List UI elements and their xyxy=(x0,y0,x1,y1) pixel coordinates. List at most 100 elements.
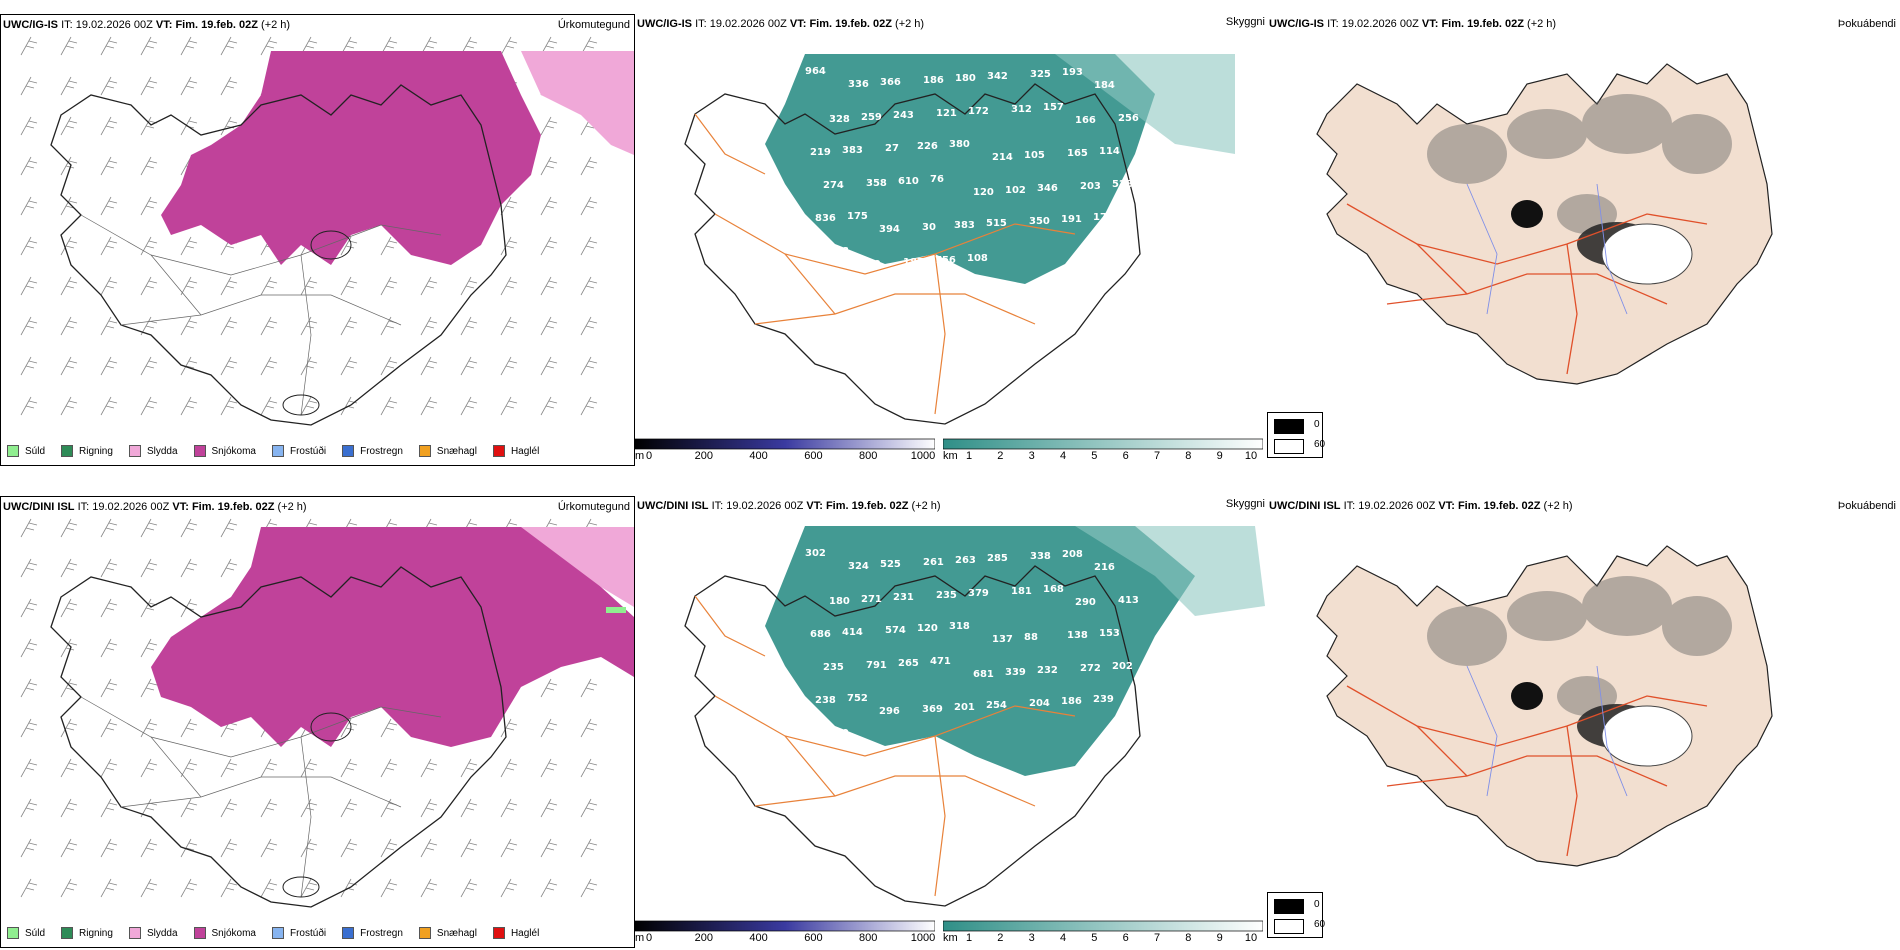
lead-time: (+2 h) xyxy=(895,18,925,30)
it-label: IT: xyxy=(1343,500,1356,512)
wind-barb xyxy=(20,116,38,136)
model-name: UWC/IG-IS xyxy=(3,19,58,31)
ceiling-label: 383 xyxy=(842,145,863,156)
legend-swatch xyxy=(7,927,19,939)
scale-tick: 7 xyxy=(1153,450,1161,462)
wind-barb xyxy=(300,758,318,778)
scale-tick: 200 xyxy=(694,932,713,944)
scale-tick: 6 xyxy=(1122,932,1129,944)
precip-map xyxy=(20,36,634,426)
ceiling-label: 394 xyxy=(879,224,900,235)
legend-swatch xyxy=(418,927,431,939)
fog-core xyxy=(1511,200,1543,228)
legend-swatch xyxy=(492,445,505,457)
wind-barb xyxy=(100,316,118,336)
wind-barb xyxy=(100,878,118,898)
ceiling-label: 179 xyxy=(1093,212,1114,223)
cloud-area-light xyxy=(1075,526,1265,616)
legend-label: Rigning xyxy=(79,445,113,457)
wind-barb xyxy=(20,798,38,818)
ceiling-label: 102 xyxy=(1005,185,1026,196)
ceiling-label: 226 xyxy=(917,141,938,152)
ceiling-label: 358 xyxy=(866,178,887,189)
ceiling-label: 239 xyxy=(1093,694,1114,705)
wind-barb xyxy=(580,878,598,898)
ceiling-label: 296 xyxy=(879,706,900,717)
ceiling-label: 157 xyxy=(1043,102,1064,113)
wind-barb xyxy=(420,798,438,818)
wind-barb xyxy=(420,316,438,336)
wind-barb xyxy=(220,558,238,578)
vt-value: Fim. 19.feb. 02Z xyxy=(809,18,892,30)
ceiling-label: 346 xyxy=(1037,183,1058,194)
ceiling-label: 186 xyxy=(1061,696,1082,707)
it-label: IT: xyxy=(695,18,707,30)
legend-label: Haglél xyxy=(510,927,540,939)
fog-swatch-low xyxy=(1274,919,1304,934)
legend-item: Frostregn xyxy=(342,927,403,939)
ceiling-label: 232 xyxy=(1037,665,1058,676)
precip-map xyxy=(20,518,634,908)
wind-barb xyxy=(60,718,78,738)
legend-item: Slydda xyxy=(128,445,178,457)
wind-barb xyxy=(340,838,358,858)
iceland-coastline xyxy=(50,566,507,908)
wind-barb xyxy=(140,518,158,538)
model-name: UWC/DINI ISL xyxy=(637,500,709,512)
wind-barb xyxy=(420,356,438,376)
legend-label: Rigning xyxy=(79,927,113,939)
ceiling-label: 471 xyxy=(930,656,951,667)
wind-barb xyxy=(580,396,598,416)
wind-barb xyxy=(20,196,38,216)
fog-roads xyxy=(1346,685,1708,857)
wind-barb xyxy=(180,36,198,56)
wind-barb xyxy=(20,758,38,778)
legend-item: Snjókoma xyxy=(193,445,256,457)
fog-label-high: 0 xyxy=(1314,419,1320,430)
wind-barb xyxy=(20,518,38,538)
wind-barb xyxy=(500,798,518,818)
ceiling-label: 231 xyxy=(893,592,914,603)
ceiling-label: 235 xyxy=(936,590,957,601)
wind-barb xyxy=(380,236,398,256)
wind-barb xyxy=(540,316,558,336)
legend-label: Slydda xyxy=(146,445,178,457)
ceiling-label: 108 xyxy=(967,253,988,264)
ceiling-label: 186 xyxy=(923,75,944,86)
wind-barb xyxy=(140,196,158,216)
ceiling-labels: 302 324 525 261 263 285 338 208 216 180 271 231 235 3… xyxy=(805,548,1139,739)
wind-barb xyxy=(220,36,238,56)
scale-tick: 9 xyxy=(1216,450,1223,462)
wind-barb xyxy=(140,116,158,136)
wind-barb xyxy=(180,236,198,256)
ceiling-label: 158 xyxy=(828,246,849,257)
wind-barb xyxy=(180,316,198,336)
precip-panel-top: UWC/IG-IS IT: 19.02.2026 00Z VT: Fim. 19… xyxy=(0,14,635,466)
wind-barb xyxy=(220,316,238,336)
fog-map xyxy=(1316,545,1773,867)
fog-core xyxy=(1511,682,1543,710)
scale-tick: 1000 xyxy=(910,932,936,944)
scale-tick: 4 xyxy=(1059,932,1067,944)
sleet-area xyxy=(521,51,634,155)
ceiling-label: 256 xyxy=(1118,113,1139,124)
ceiling-label: 191 xyxy=(1061,214,1082,225)
model-name: UWC/IG-IS xyxy=(637,18,692,30)
ceiling-label: 214 xyxy=(992,152,1013,163)
it-label: IT: xyxy=(77,501,90,513)
wind-barb xyxy=(580,758,598,778)
it-label: IT: xyxy=(711,500,724,512)
legend-item: Snæhagl xyxy=(418,445,477,457)
ceiling-label: 274 xyxy=(823,180,844,191)
wind-barb xyxy=(60,236,78,256)
ceiling-label: 272 xyxy=(1080,663,1101,674)
wind-barb xyxy=(460,838,478,858)
wind-barb xyxy=(260,36,278,56)
wind-barb xyxy=(20,36,38,56)
scale-tick: 2 xyxy=(997,932,1004,944)
scale-tick: 5 xyxy=(1091,450,1098,462)
ceiling-label: 271 xyxy=(861,594,882,605)
ceiling-label: 574 xyxy=(885,625,906,636)
wind-barb xyxy=(220,878,238,898)
product-title: Þokuábendi xyxy=(1837,18,1896,30)
